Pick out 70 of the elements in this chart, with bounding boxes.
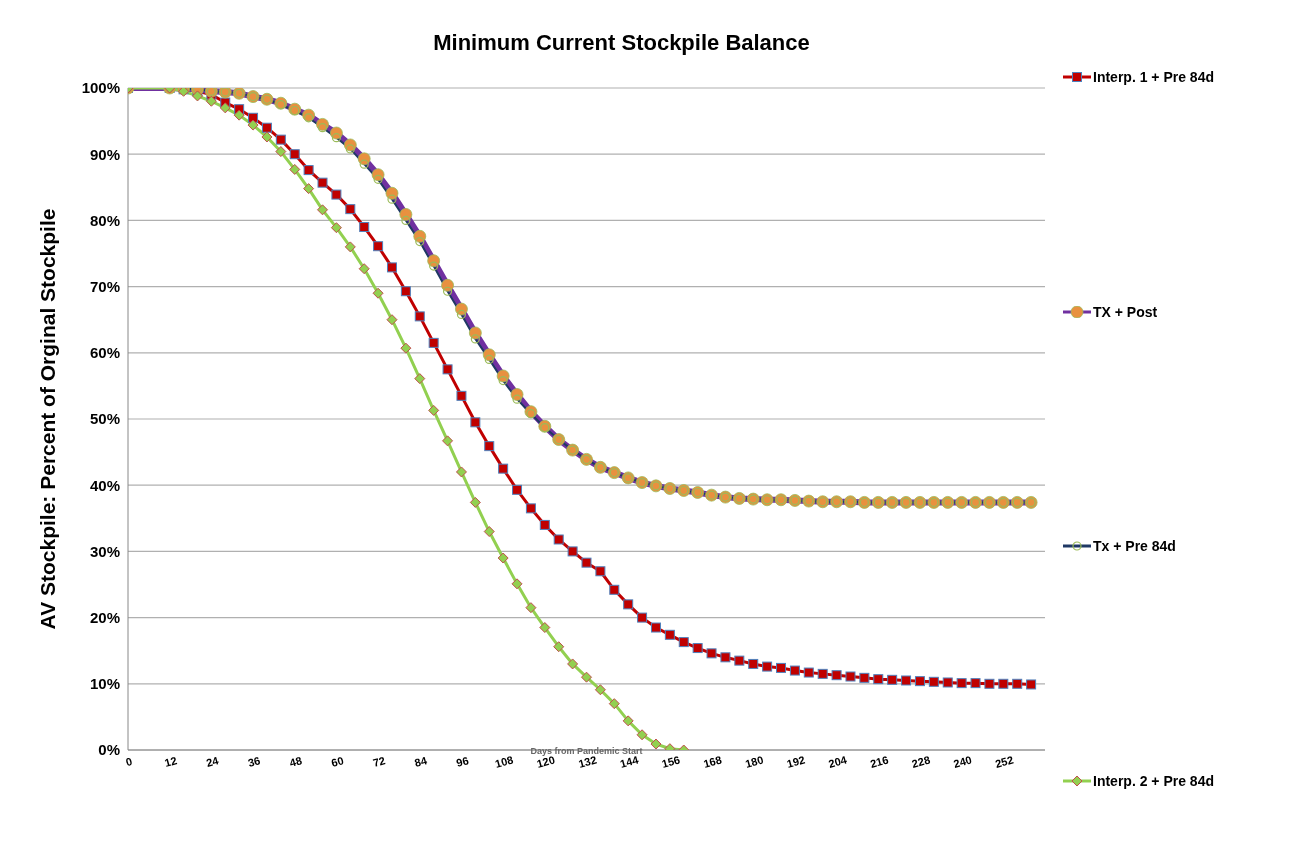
point xyxy=(219,102,231,114)
x-tick-label: 252 xyxy=(993,753,1015,770)
x-tick-label: 192 xyxy=(785,753,807,770)
x-tick-label: 12 xyxy=(163,754,179,770)
y-tick-label: 10% xyxy=(89,675,120,693)
point xyxy=(455,466,467,478)
point xyxy=(317,204,329,216)
y-tick-label: 60% xyxy=(89,344,120,362)
x-tick-label: 156 xyxy=(660,753,682,770)
point xyxy=(400,342,412,354)
point xyxy=(553,641,565,653)
point xyxy=(330,222,342,234)
y-tick-label: 50% xyxy=(89,410,120,428)
legend-label: Interp. 2 + Pre 84d xyxy=(1093,772,1214,789)
point xyxy=(608,698,620,710)
point xyxy=(650,738,662,750)
point xyxy=(372,287,384,299)
x-tick-label: 216 xyxy=(868,753,890,770)
y-axis-title: AV Stockpile: Percent of Orginal Stockpile xyxy=(36,208,60,630)
point xyxy=(511,578,523,590)
point xyxy=(247,119,259,131)
y-tick-label: 40% xyxy=(89,476,120,494)
point xyxy=(344,241,356,253)
point xyxy=(636,729,648,741)
point xyxy=(622,715,634,727)
point xyxy=(525,602,537,614)
point xyxy=(386,314,398,326)
point xyxy=(414,373,426,385)
point xyxy=(303,183,315,195)
y-tick-label: 30% xyxy=(89,542,120,560)
x-tick-label: 96 xyxy=(454,754,470,770)
x-tick-label: 180 xyxy=(743,753,765,770)
point xyxy=(581,671,592,683)
point xyxy=(233,109,245,121)
legend-label: TX + Post xyxy=(1093,303,1158,320)
x-tick-label: 36 xyxy=(246,754,262,770)
x-tick-label: 240 xyxy=(952,753,974,770)
y-tick-label: 0% xyxy=(98,741,120,759)
point xyxy=(594,684,606,696)
x-tick-label: 60 xyxy=(329,754,345,770)
y-tick-label: 70% xyxy=(89,277,120,295)
x-tick-label: 204 xyxy=(827,753,849,770)
y-tick-label: 80% xyxy=(89,211,120,229)
y-tick-label: 100% xyxy=(81,79,120,97)
point xyxy=(442,435,454,447)
point xyxy=(497,552,509,564)
point xyxy=(205,95,217,107)
chart-title: Minimum Current Stockpile Balance xyxy=(432,30,811,56)
point xyxy=(539,622,551,634)
x-tick-label: 72 xyxy=(371,754,387,770)
x-tick-label: 24 xyxy=(204,754,221,770)
x-tick-label: 228 xyxy=(910,753,932,770)
point xyxy=(191,90,203,102)
point xyxy=(469,496,481,508)
point xyxy=(483,526,495,538)
point xyxy=(261,131,273,143)
point xyxy=(428,404,440,416)
y-tick-label: 90% xyxy=(89,145,120,163)
x-tick-label: 0 xyxy=(124,755,134,769)
legend-label: Tx + Pre 84d xyxy=(1093,538,1176,555)
legend-label: Interp. 1 + Pre 84d xyxy=(1093,69,1214,85)
x-tick-label: 108 xyxy=(493,753,515,770)
y-tick-label: 20% xyxy=(89,608,120,626)
x-tick-label: 48 xyxy=(288,754,304,770)
point xyxy=(289,163,301,175)
x-tick-label: 84 xyxy=(413,754,430,770)
point xyxy=(275,146,287,158)
x-tick-label: 168 xyxy=(702,753,723,770)
point xyxy=(567,658,579,670)
point xyxy=(358,263,370,275)
